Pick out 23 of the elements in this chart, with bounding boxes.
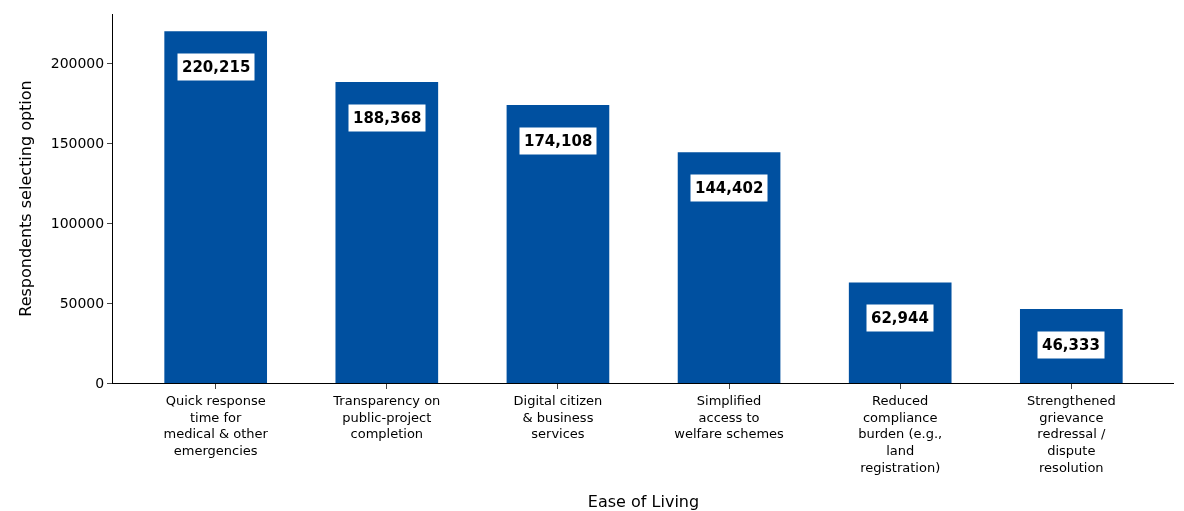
x-tick-label: Strengthened grievance redressal / dispute resolution xyxy=(1026,392,1116,476)
x-axis-title: Ease of Living xyxy=(587,492,700,511)
data-label: 220,215 xyxy=(182,58,251,76)
bar xyxy=(506,104,610,383)
y-tick-label: 150000 xyxy=(50,135,105,152)
x-tick-label: Transparency on public-project completion xyxy=(332,392,441,442)
x-tick-label: Quick response time for medical & other emergencies xyxy=(163,392,269,459)
data-label: 188,368 xyxy=(353,109,422,127)
y-tick-label: 50000 xyxy=(59,295,105,312)
y-tick-label: 100000 xyxy=(50,215,105,232)
y-tick-label: 0 xyxy=(95,374,105,391)
x-tick-label: Digital citizen & business services xyxy=(513,392,603,442)
x-tick-label: Reduced compliance burden (e.g., land registration) xyxy=(858,392,943,476)
bar xyxy=(164,31,268,383)
data-label: 144,402 xyxy=(695,179,764,197)
data-label: 62,944 xyxy=(871,309,929,327)
bar xyxy=(335,82,439,383)
x-tick-label: Simplified access to welfare schemes xyxy=(674,392,785,442)
data-label: 46,333 xyxy=(1042,336,1100,354)
bar xyxy=(677,152,781,383)
y-tick-label: 200000 xyxy=(50,55,105,72)
y-axis-title: Respondents selecting option xyxy=(15,80,35,317)
data-label: 174,108 xyxy=(524,132,593,150)
